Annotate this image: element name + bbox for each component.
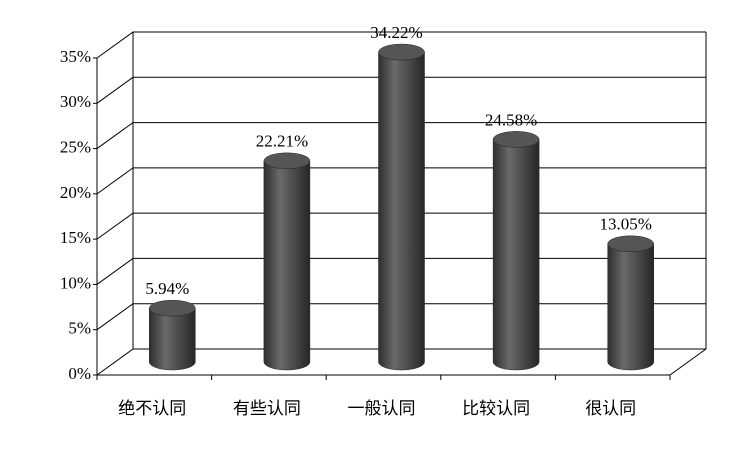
bar (263, 160, 311, 371)
grid-line (96, 76, 706, 104)
y-tick-label: 20% (60, 183, 91, 202)
x-tick-label: 绝不认同 (118, 399, 186, 418)
y-tick-label: 5% (68, 319, 91, 338)
y-tick-label: 15% (60, 228, 91, 247)
grid-line (96, 122, 706, 149)
bar (378, 51, 425, 371)
x-tick-label: 比较认同 (462, 399, 530, 418)
data-label: 34.22% (370, 23, 422, 42)
data-label: 24.58% (485, 110, 537, 129)
bar-top (149, 299, 196, 317)
y-tick-label: 10% (60, 273, 91, 292)
data-label: 5.94% (145, 279, 189, 298)
data-label: 13.05% (599, 215, 651, 234)
grid-line (96, 31, 706, 59)
bar-top (263, 152, 311, 170)
y-tick-label: 0% (68, 364, 91, 383)
x-tick-label: 很认同 (585, 399, 636, 418)
bar (607, 243, 654, 371)
axis-line (669, 348, 707, 376)
bar-top (607, 235, 654, 253)
x-tick-label: 有些认同 (233, 399, 301, 418)
data-label: 22.21% (256, 132, 308, 151)
bar (492, 139, 540, 371)
bar (149, 307, 196, 371)
y-tick-label: 30% (60, 92, 91, 111)
bar-top (378, 43, 425, 61)
y-tick-label: 25% (60, 137, 91, 156)
y-tick-label: 35% (60, 47, 91, 66)
bar-top (492, 131, 540, 148)
x-tick-label: 一般认同 (348, 399, 416, 418)
